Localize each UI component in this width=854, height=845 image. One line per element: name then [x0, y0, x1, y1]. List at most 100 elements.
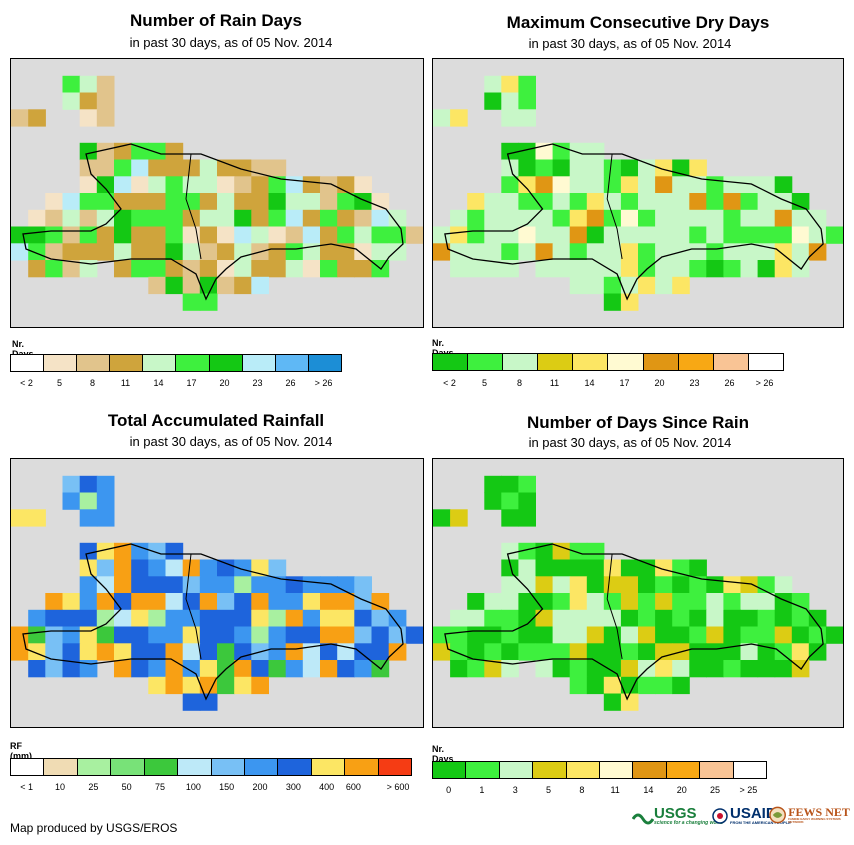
coastline: [22, 543, 404, 701]
grid-cell: [603, 293, 622, 311]
grid-cell: [552, 609, 571, 628]
grid-cell: [586, 260, 605, 278]
grid-cell: [808, 643, 827, 661]
legend-swatch: [499, 762, 534, 778]
grid-cell: [518, 609, 536, 628]
credit-text: Map produced by USGS/EROS: [10, 821, 178, 835]
grid-cell: [689, 193, 707, 211]
grid-cell: [569, 559, 588, 577]
grid-cell: [217, 626, 235, 644]
grid-cell: [285, 593, 304, 611]
grid-cell: [114, 576, 132, 594]
grid-cell: [791, 626, 810, 644]
legend-tick-label: > 26: [314, 378, 333, 388]
grid-cell: [774, 609, 793, 628]
grid-cell: [62, 660, 81, 678]
grid-cell: [217, 593, 235, 611]
grid-cell: [655, 209, 673, 228]
grid-cell: [234, 276, 252, 295]
grid-cell: [757, 260, 776, 278]
grid-cell: [234, 159, 252, 177]
grid-cell: [689, 559, 707, 577]
grid-cell: [354, 626, 372, 644]
grid-cell: [268, 576, 287, 594]
grid-cell: [182, 576, 201, 594]
grid-cell: [217, 676, 235, 695]
grid-cell: [320, 193, 338, 211]
grid-cell: [518, 559, 536, 577]
grid-cell: [620, 226, 639, 244]
grid-cell: [234, 243, 252, 261]
grid-cell: [501, 243, 519, 261]
grid-cell: [234, 193, 252, 211]
grid-cell: [774, 593, 793, 611]
grid-cell: [131, 559, 149, 577]
grid-cell: [467, 243, 485, 261]
grid-cell: [620, 260, 639, 278]
grid-cell: [569, 643, 588, 661]
grid-cell: [569, 676, 588, 695]
grid-cell: [199, 660, 218, 678]
legend-tick-label: 3: [512, 785, 518, 795]
usaid-logo: USAID FROM THE AMERICAN PEOPLE: [712, 806, 791, 825]
grid-cell: [96, 176, 115, 194]
grid-cell: [320, 176, 338, 194]
grid-cell: [672, 209, 690, 228]
legend-swatch: [566, 762, 601, 778]
grid-cell: [484, 243, 502, 261]
grid-cell: [672, 260, 690, 278]
grid-cell: [28, 660, 46, 678]
grid-cell: [148, 142, 166, 161]
grid-cell: [501, 492, 519, 510]
legend-tick-label: < 2: [443, 378, 456, 388]
grid-cell: [199, 193, 218, 211]
grid-cell: [467, 226, 485, 244]
grid-cell: [337, 193, 355, 211]
grid-cell: [603, 243, 622, 261]
legend-swatch: [538, 354, 574, 370]
grid-cell: [45, 193, 63, 211]
grid-cell: [199, 159, 218, 177]
grid-cell: [620, 693, 639, 711]
grid-cell: [740, 209, 759, 228]
grid-cell: [234, 643, 252, 661]
grid-cell: [467, 209, 485, 228]
grid-cell: [217, 576, 235, 594]
grid-cell: [603, 159, 622, 177]
grid-cell: [165, 142, 184, 161]
grid-cell: [354, 260, 372, 278]
legend-tick-label: 5: [56, 378, 63, 388]
grid-cell: [450, 209, 468, 228]
grid-cell: [148, 243, 166, 261]
legend-swatch: [209, 355, 243, 371]
grid-cell: [302, 209, 321, 228]
grid-cell: [96, 626, 115, 644]
grid-cell: [655, 243, 673, 261]
grid-cell: [148, 676, 166, 695]
grid-cell: [337, 626, 355, 644]
grid-cell: [199, 676, 218, 695]
usaid-seal-icon: [712, 807, 728, 824]
legend-tick-label: > 25: [739, 785, 758, 795]
grid-cell: [552, 142, 571, 161]
grid-cell: [723, 660, 741, 678]
grid-cell: [689, 609, 707, 628]
grid-cell: [354, 643, 372, 661]
grid-cell: [268, 559, 287, 577]
grid-cell: [320, 576, 338, 594]
grid-cell: [569, 142, 588, 161]
legend-swatch: [433, 354, 469, 370]
grid-cell: [450, 609, 468, 628]
grid-cell: [182, 693, 201, 711]
grid-cell: [552, 260, 571, 278]
grid-cell: [655, 276, 673, 295]
legend-ticks: < 2 5 8 11 14 17 20 23 26 > 26: [432, 378, 784, 390]
legend-tick-label: 50: [121, 782, 132, 792]
coastline: [22, 143, 404, 301]
grid-cell: [268, 243, 287, 261]
map-grid: [11, 75, 423, 311]
grid-cell: [655, 643, 673, 661]
legend-swatch: [600, 762, 634, 778]
legend-tick-label: > 26: [755, 378, 774, 388]
grid-cell: [706, 209, 724, 228]
